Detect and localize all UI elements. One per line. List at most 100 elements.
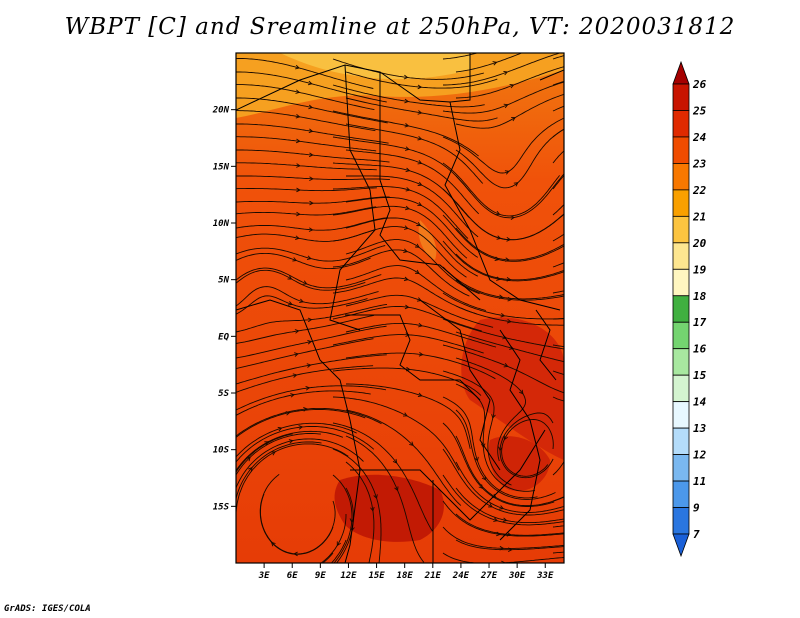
latitude-axis: 20N 15N 10N 5N EQ 5S 10S 15S (212, 106, 236, 512)
streamline-arrow (405, 167, 411, 173)
streamline-arrow (495, 210, 501, 216)
lat-tick-label: 5N (218, 276, 229, 286)
colorbar-label: 22 (692, 184, 707, 197)
colorbar: 26 25 24 23 22 21 20 19 18 17 16 15 14 13 12 11 9 7 (672, 60, 707, 558)
lon-tick-label: 15E (368, 571, 385, 581)
colorbar-segment (672, 454, 690, 482)
streamline-arrow (296, 187, 301, 193)
colorbar-label: 23 (692, 157, 707, 170)
colorbar-label: 24 (692, 131, 707, 144)
streamline-arrow (404, 205, 410, 211)
streamline-arrow (488, 503, 493, 508)
streamline-arrow (502, 517, 508, 523)
streamline (455, 93, 564, 129)
colorbar-label: 19 (693, 263, 707, 276)
streamline-arrow (308, 128, 314, 134)
streamline-arrow (309, 200, 314, 206)
colorbar-label: 12 (693, 449, 707, 462)
streamline-arrow (307, 339, 313, 345)
streamline (552, 496, 564, 502)
streamline-arrow (417, 160, 423, 165)
streamline-arrow (404, 123, 410, 128)
streamline-arrow (271, 451, 276, 456)
streamline (442, 266, 564, 300)
colorbar-label: 26 (692, 78, 707, 91)
streamline (322, 552, 334, 563)
streamline-arrow (292, 373, 298, 378)
streamline-arrow (287, 275, 293, 280)
streamline-arrow (308, 152, 314, 158)
streamline-arrow (510, 215, 516, 220)
streamline-arrow (264, 441, 270, 446)
colorbar-label: 16 (693, 343, 707, 356)
streamline-arrow (417, 201, 423, 207)
streamline-arrow (474, 456, 479, 462)
streamline-arrow (308, 104, 314, 110)
streamline-arrow (414, 269, 420, 274)
streamline (552, 105, 564, 112)
map-plot (236, 53, 568, 563)
colorbar-segment (672, 242, 690, 270)
streamline-arrow (513, 182, 519, 187)
streamline-arrow (299, 298, 304, 304)
streamline (455, 461, 564, 513)
streamline-arrow (507, 547, 513, 552)
colorbar-label: 17 (693, 316, 707, 329)
streamline-arrow (295, 235, 300, 241)
lon-tick-label: 27E (480, 571, 498, 581)
colorbar-segment (672, 268, 690, 297)
lat-tick-label: EQ (218, 332, 229, 342)
grads-credit: GrADS: IGES/COLA (4, 604, 91, 614)
streamline (442, 344, 564, 394)
streamline-arrow (373, 494, 378, 500)
country-borders (236, 53, 564, 563)
streamline-arrow (292, 257, 298, 262)
streamline (552, 290, 564, 294)
streamline-arrow (290, 393, 296, 398)
streamline (442, 526, 564, 549)
streamline-arrow (403, 276, 409, 282)
streamline-arrow (277, 426, 283, 432)
colorbar-label: 14 (693, 396, 707, 409)
streamline-arrow (506, 237, 512, 242)
streamline-arrow (417, 110, 423, 115)
streamline-arrow (270, 541, 276, 547)
streamline (552, 80, 564, 86)
streamline (552, 460, 564, 476)
streamline-arrow (492, 61, 498, 66)
streamline-arrow (298, 425, 304, 430)
colorbar-label: 9 (693, 502, 700, 515)
streamline-arrow (294, 329, 300, 334)
lon-tick-label: 33E (536, 571, 554, 581)
streamline-arrow (402, 412, 408, 417)
chart-title: WBPT [C] and Sreamline at 250hPa, VT: 20… (64, 14, 736, 40)
streamline-arrow (248, 466, 253, 472)
streamline (552, 370, 564, 376)
lat-tick-label: 10S (213, 446, 230, 456)
streamline-arrow (294, 352, 299, 357)
colorbar-label: 21 (692, 210, 706, 223)
streamline (455, 201, 564, 241)
colorbar-segment (672, 480, 690, 508)
colorbar-label: 20 (692, 237, 707, 250)
streamline (552, 525, 564, 528)
streamline-arrow (493, 517, 499, 522)
lat-tick-label: 15N (213, 162, 230, 172)
streamline (455, 66, 564, 99)
lon-tick-label: 24E (452, 571, 470, 581)
streamline-arrow (405, 332, 411, 338)
lat-tick-label: 15S (213, 502, 230, 512)
colorbar-segment (672, 321, 690, 350)
streamline-arrow (418, 352, 424, 357)
streamline (566, 279, 568, 280)
streamline (553, 318, 564, 320)
streamline-arrow (285, 411, 291, 416)
streamline (552, 174, 564, 190)
streamline-arrow (417, 181, 423, 186)
streamline-arrow (417, 84, 423, 90)
streamline-arrow (309, 176, 314, 182)
streamline-arrow (506, 277, 512, 282)
streamline (566, 425, 568, 436)
wbpt-band-20 (280, 53, 470, 80)
